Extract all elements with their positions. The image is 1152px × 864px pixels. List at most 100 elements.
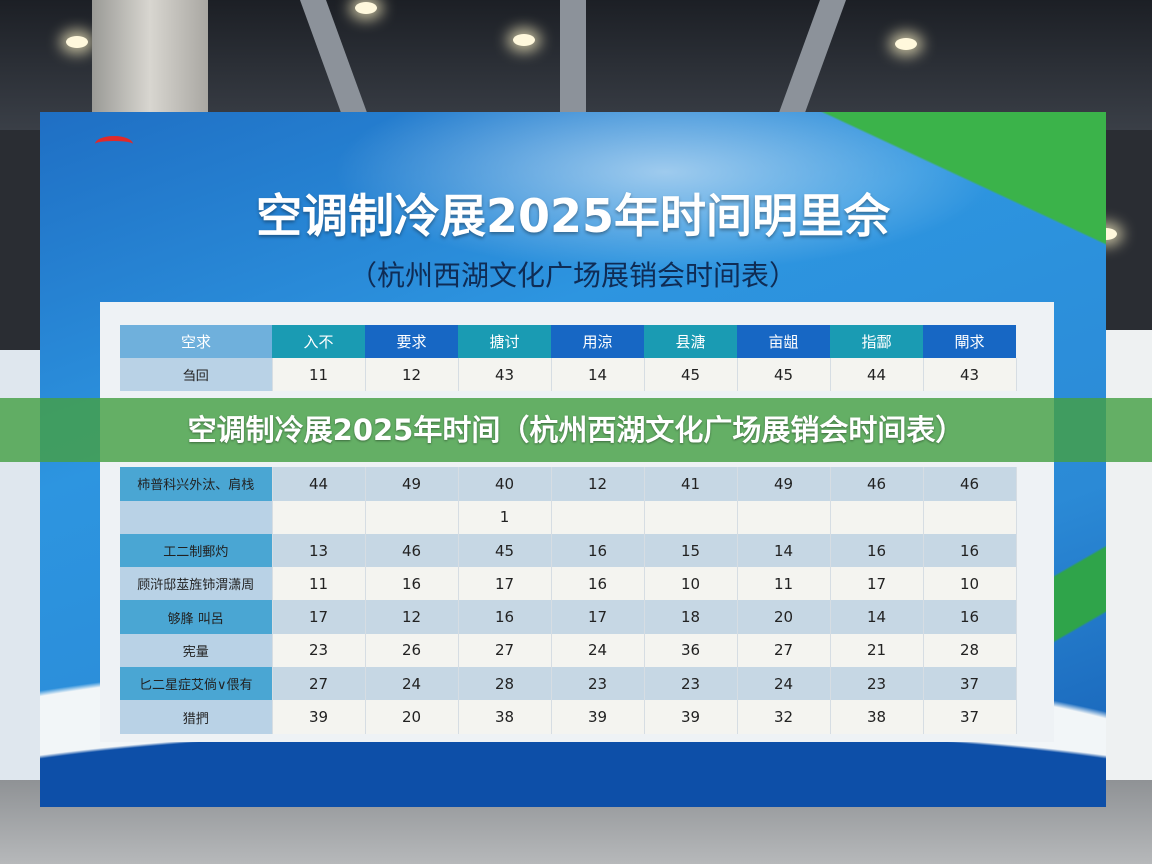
- row-label: 宪量: [120, 633, 273, 668]
- table-cell: 46: [365, 533, 459, 568]
- row-label: 工二制郵灼: [120, 533, 273, 568]
- schedule-table: 空求 入不 要求 搪讨 用涼 县溏 亩龃 指酃 閘求 刍回 11 12 43 14 45 45 44 43 柿普科…: [120, 325, 1017, 734]
- table-header-cell: 空求: [120, 325, 272, 358]
- table-cell: [737, 500, 831, 534]
- table-cell: 10: [644, 567, 738, 601]
- table-row: 顾浒邸莁旌铈渭潇周 11 16 17 16 10 11 17 10: [120, 567, 1017, 601]
- table-cell: 43: [923, 358, 1017, 392]
- table-cell: 39: [644, 700, 738, 734]
- logo: [95, 136, 133, 156]
- table-cell: 44: [830, 358, 924, 392]
- table-cell: 15: [644, 533, 738, 568]
- table-cell: 41: [644, 467, 738, 501]
- pillar: [92, 0, 208, 120]
- table-row: 猎捫 39 20 38 39 39 32 38 37: [120, 700, 1017, 734]
- table-cell: 16: [923, 533, 1017, 568]
- table-cell: 20: [737, 600, 831, 634]
- table-cell: 46: [830, 467, 924, 501]
- table-cell: 49: [365, 467, 459, 501]
- ceiling-light: [513, 34, 535, 46]
- table-cell: 13: [272, 533, 366, 568]
- table-header-cell: 閘求: [923, 325, 1016, 358]
- ceiling-light: [895, 38, 917, 50]
- table-row: 工二制郵灼 13 46 45 16 15 14 16 16: [120, 533, 1017, 568]
- table-cell: 43: [458, 358, 552, 392]
- row-label: 猎捫: [120, 700, 273, 734]
- row-label: 刍回: [120, 358, 273, 392]
- table-cell: 21: [830, 633, 924, 668]
- table-cell: 23: [644, 667, 738, 701]
- table-cell: 32: [737, 700, 831, 734]
- table-row: 够䏺 叫呂 17 12 16 17 18 20 14 16: [120, 600, 1017, 634]
- board-title: 空调制冷展2025年时间明里佘: [255, 189, 891, 243]
- caption-overlay: 空调制冷展2025年时间（杭州西湖文化广场展销会时间表）: [0, 398, 1152, 462]
- table-cell: 38: [830, 700, 924, 734]
- table-cell: 1: [458, 500, 552, 534]
- table-row: 刍回 11 12 43 14 45 45 44 43: [120, 358, 1017, 392]
- table-cell: 38: [458, 700, 552, 734]
- board-subtitle: （杭州西湖文化广场展销会时间表）: [348, 259, 797, 292]
- table-cell: 17: [830, 567, 924, 601]
- row-label: [120, 500, 273, 534]
- table-cell: 16: [923, 600, 1017, 634]
- table-cell: 16: [458, 600, 552, 634]
- table-cell: 45: [458, 533, 552, 568]
- table-cell: [551, 500, 645, 534]
- table-cell: [923, 500, 1017, 534]
- ceiling-beam: [772, 0, 846, 130]
- ceiling-beam: [560, 0, 586, 130]
- table-cell: 18: [644, 600, 738, 634]
- row-label: 够䏺 叫呂: [120, 600, 273, 634]
- table-cell: 14: [830, 600, 924, 634]
- table-header-row: 空求 入不 要求 搪讨 用涼 县溏 亩龃 指酃 閘求: [120, 325, 1016, 358]
- ceiling-light: [355, 2, 377, 14]
- table-cell: 39: [551, 700, 645, 734]
- table-header-cell: 用涼: [551, 325, 644, 358]
- row-label: 匕二星症艾倘∨偎有: [120, 667, 273, 701]
- table-cell: [272, 500, 366, 534]
- table-cell: 28: [923, 633, 1017, 668]
- ceiling-light: [66, 36, 88, 48]
- table-cell: 40: [458, 467, 552, 501]
- table-header-cell: 要求: [365, 325, 458, 358]
- table-cell: 20: [365, 700, 459, 734]
- table-cell: 17: [551, 600, 645, 634]
- table-cell: 27: [737, 633, 831, 668]
- row-label: 柿普科兴外汰、肩栈: [120, 467, 273, 501]
- table-cell: 12: [365, 600, 459, 634]
- table-header-cell: 县溏: [644, 325, 737, 358]
- table-header-cell: 入不: [272, 325, 365, 358]
- table-cell: 17: [272, 600, 366, 634]
- table-cell: 24: [551, 633, 645, 668]
- table-cell: 17: [458, 567, 552, 601]
- table-cell: 37: [923, 667, 1017, 701]
- table-row: 柿普科兴外汰、肩栈 44 49 40 12 41 49 46 46: [120, 467, 1017, 501]
- table-cell: [830, 500, 924, 534]
- table-cell: [644, 500, 738, 534]
- table-cell: 45: [644, 358, 738, 392]
- table-header-cell: 搪讨: [458, 325, 551, 358]
- table-cell: 16: [551, 567, 645, 601]
- table-cell: 46: [923, 467, 1017, 501]
- table-cell: 14: [737, 533, 831, 568]
- table-header-cell: 指酃: [830, 325, 923, 358]
- table-cell: [365, 500, 459, 534]
- row-label: 顾浒邸莁旌铈渭潇周: [120, 567, 273, 601]
- table-cell: 16: [551, 533, 645, 568]
- table-cell: 24: [737, 667, 831, 701]
- table-cell: 49: [737, 467, 831, 501]
- table-cell: 27: [458, 633, 552, 668]
- table-cell: 23: [830, 667, 924, 701]
- table-cell: 36: [644, 633, 738, 668]
- table-cell: 10: [923, 567, 1017, 601]
- table-row: 匕二星症艾倘∨偎有 27 24 28 23 23 24 23 37: [120, 667, 1017, 701]
- table-cell: 12: [551, 467, 645, 501]
- table-cell: 26: [365, 633, 459, 668]
- table-cell: 14: [551, 358, 645, 392]
- table-cell: 27: [272, 667, 366, 701]
- table-header-cell: 亩龃: [737, 325, 830, 358]
- ceiling-beam: [300, 0, 374, 130]
- table-cell: 24: [365, 667, 459, 701]
- table-cell: 11: [737, 567, 831, 601]
- table-cell: 12: [365, 358, 459, 392]
